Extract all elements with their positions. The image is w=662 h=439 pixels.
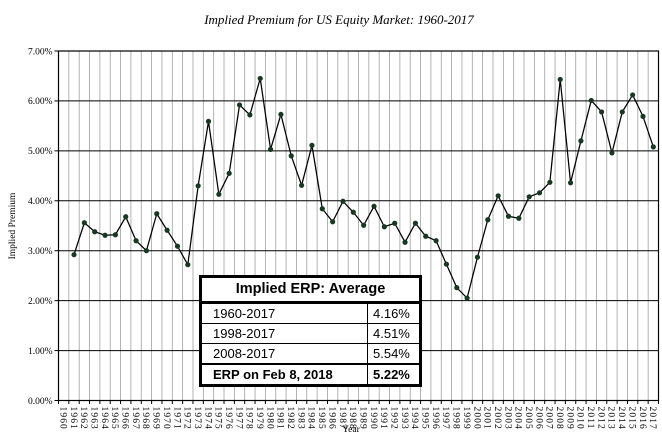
erp-row-value: 5.54%	[367, 344, 419, 363]
svg-text:1980: 1980	[264, 407, 274, 430]
svg-text:1963: 1963	[89, 407, 99, 430]
svg-text:2017: 2017	[647, 407, 657, 430]
erp-row-label: 1998-2017	[213, 326, 276, 341]
svg-text:4.00%: 4.00%	[28, 197, 53, 207]
svg-text:1969: 1969	[151, 407, 161, 430]
erp-table-row: 2008-2017 5.54%	[202, 343, 419, 363]
svg-text:7.00%: 7.00%	[28, 47, 53, 57]
svg-text:1998: 1998	[451, 407, 461, 430]
svg-text:0.00%: 0.00%	[28, 397, 53, 407]
erp-table-row: 1998-2017 4.51%	[202, 323, 419, 343]
svg-text:1982: 1982	[285, 407, 295, 430]
svg-text:3.00%: 3.00%	[28, 247, 53, 257]
svg-text:1970: 1970	[161, 407, 171, 430]
svg-text:2016: 2016	[637, 407, 647, 430]
svg-text:1981: 1981	[275, 407, 285, 430]
erp-table-header: Implied ERP: Average	[202, 278, 419, 304]
svg-text:1960: 1960	[57, 407, 67, 430]
svg-text:2008: 2008	[554, 407, 564, 430]
svg-text:6.00%: 6.00%	[28, 97, 53, 107]
svg-text:1978: 1978	[244, 407, 254, 430]
svg-text:2007: 2007	[544, 407, 554, 430]
svg-text:1979: 1979	[254, 407, 264, 430]
svg-text:1.00%: 1.00%	[28, 347, 53, 357]
implied-erp-average-table: Implied ERP: Average 1960-2017 4.16% 199…	[199, 275, 422, 387]
svg-text:2005: 2005	[523, 407, 533, 430]
svg-text:1968: 1968	[140, 407, 150, 430]
svg-text:1994: 1994	[409, 407, 419, 430]
svg-text:2.00%: 2.00%	[28, 297, 53, 307]
svg-text:2009: 2009	[564, 407, 574, 430]
svg-text:1976: 1976	[223, 407, 233, 430]
svg-text:1993: 1993	[399, 407, 409, 430]
svg-text:1962: 1962	[78, 407, 88, 430]
erp-row-label: 2008-2017	[213, 346, 276, 361]
svg-text:5.00%: 5.00%	[28, 147, 53, 157]
erp-row-label: ERP on Feb 8, 2018	[213, 367, 333, 382]
erp-table-row-current: ERP on Feb 8, 2018 5.22%	[202, 363, 419, 384]
svg-text:2004: 2004	[513, 407, 523, 430]
svg-text:1975: 1975	[213, 407, 223, 430]
chart-title: Implied Premium for US Equity Market: 19…	[204, 12, 474, 27]
svg-text:2006: 2006	[533, 407, 543, 430]
erp-table-row: 1960-2017 4.16%	[202, 304, 419, 323]
svg-text:1973: 1973	[192, 407, 202, 430]
svg-text:1988: 1988	[347, 407, 357, 430]
x-axis-title: Year	[342, 425, 360, 435]
svg-text:1974: 1974	[202, 407, 212, 430]
erp-row-value: 4.16%	[367, 304, 419, 323]
svg-text:1983: 1983	[295, 407, 305, 430]
svg-text:1990: 1990	[368, 407, 378, 430]
svg-text:1964: 1964	[99, 407, 109, 430]
svg-text:1996: 1996	[430, 407, 440, 430]
svg-text:1967: 1967	[130, 407, 140, 430]
svg-text:2014: 2014	[616, 407, 626, 430]
svg-text:1971: 1971	[171, 407, 181, 430]
erp-row-value: 4.51%	[367, 324, 419, 343]
erp-row-label: 1960-2017	[213, 306, 276, 321]
erp-row-value: 5.22%	[367, 365, 419, 384]
svg-text:1984: 1984	[306, 407, 316, 430]
svg-text:2010: 2010	[575, 407, 585, 430]
svg-text:1972: 1972	[182, 407, 192, 430]
svg-text:2001: 2001	[482, 407, 492, 430]
svg-text:1977: 1977	[233, 407, 243, 430]
svg-text:1989: 1989	[357, 407, 367, 430]
svg-text:1992: 1992	[389, 407, 399, 430]
svg-text:2015: 2015	[626, 407, 636, 430]
svg-text:2011: 2011	[585, 407, 595, 430]
svg-text:1997: 1997	[440, 407, 450, 430]
svg-text:1999: 1999	[461, 407, 471, 430]
svg-text:2012: 2012	[595, 407, 605, 430]
svg-text:2002: 2002	[492, 407, 502, 430]
svg-text:1991: 1991	[378, 407, 388, 430]
svg-text:1961: 1961	[68, 407, 78, 430]
svg-text:1995: 1995	[420, 407, 430, 430]
svg-text:1987: 1987	[337, 407, 347, 430]
svg-text:2000: 2000	[471, 407, 481, 430]
svg-text:1965: 1965	[109, 407, 119, 430]
svg-text:1966: 1966	[120, 407, 130, 430]
svg-text:2003: 2003	[502, 407, 512, 430]
svg-text:2013: 2013	[606, 407, 616, 430]
svg-text:1985: 1985	[316, 407, 326, 430]
svg-text:1986: 1986	[326, 407, 336, 430]
